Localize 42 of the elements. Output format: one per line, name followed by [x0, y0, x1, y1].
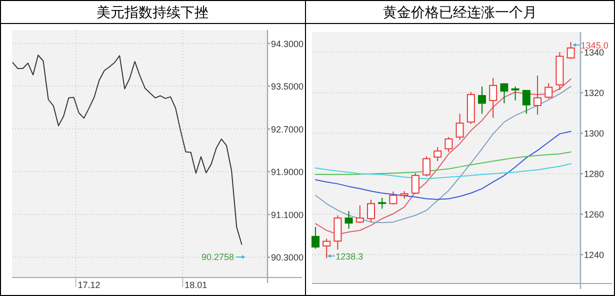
- candlestick: [411, 172, 420, 194]
- candlestick: [456, 113, 464, 140]
- y-tick-label: 1260: [584, 210, 604, 220]
- y-tick-label: 1240: [584, 250, 604, 260]
- y-tick-label: 91.1000: [271, 210, 304, 220]
- candlestick: [367, 199, 375, 223]
- candlestick: [478, 86, 486, 114]
- candlestick: [544, 82, 553, 100]
- y-tick-label: 90.3000: [271, 252, 304, 263]
- candlestick: [534, 75, 542, 116]
- candlestick: [334, 214, 342, 250]
- x-tick-label: 18.01: [184, 280, 208, 290]
- candlestick: [489, 77, 498, 118]
- line-series: [12, 54, 242, 245]
- candlestick: [444, 136, 453, 153]
- y-tick-label: 1280: [584, 169, 604, 180]
- annotation: 90.2758: [201, 252, 234, 262]
- candlestick: [500, 82, 508, 104]
- y-tick-label: 93.5000: [271, 82, 304, 92]
- chart-title: 美元指数持续下挫: [96, 5, 208, 21]
- y-tick-label: 1340: [584, 48, 604, 58]
- line-series: [315, 152, 572, 175]
- y-tick-label: 1300: [584, 128, 604, 139]
- chart-title: 黄金价格已经连涨一个月: [383, 5, 537, 21]
- candlestick: [511, 86, 520, 101]
- candlestick: [378, 197, 386, 210]
- candlestick: [422, 156, 430, 177]
- candlestick: [344, 210, 353, 230]
- annotation: 1238.3: [336, 252, 364, 262]
- y-tick-label: 92.7000: [271, 124, 304, 134]
- candlestick: [356, 204, 364, 224]
- text: 1345.0: [580, 40, 608, 50]
- y-tick-label: 91.9000: [271, 167, 304, 178]
- candlestick: [389, 191, 398, 205]
- candlestick: [322, 238, 331, 259]
- candlestick: [434, 146, 442, 162]
- x-tick-label: 17.12: [78, 280, 100, 290]
- y-tick-label: 94.3000: [271, 38, 304, 49]
- candlestick: [522, 89, 530, 114]
- y-tick-label: 1320: [584, 88, 604, 98]
- candlestick: [312, 226, 320, 250]
- candlestick: [566, 42, 575, 60]
